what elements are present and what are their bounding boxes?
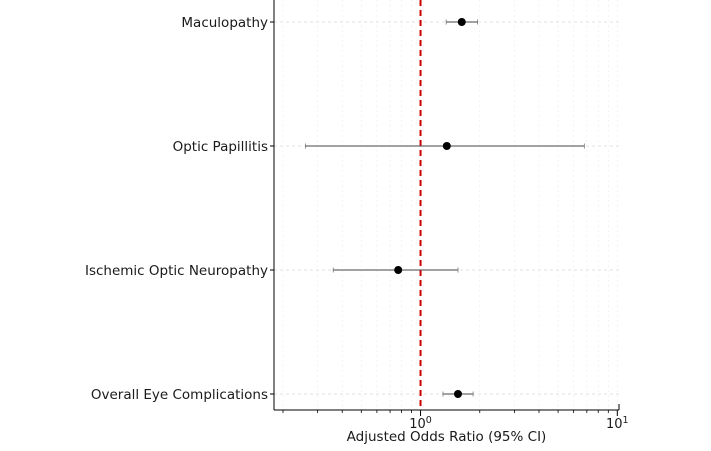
point-estimate [394, 266, 403, 274]
x-tick-label: 101 [606, 415, 629, 432]
point-estimates [394, 18, 466, 398]
y-tick-label: Optic Papillitis [173, 139, 268, 155]
y-tick-label: Overall Eye Complications [91, 387, 268, 403]
point-estimate [442, 142, 451, 150]
axes [273, 0, 620, 411]
grid-lines [274, 0, 619, 410]
x-ticks: 100 101 [282, 410, 629, 432]
point-estimate [453, 390, 462, 398]
y-tick-labels: Maculopathy Optic Papillitis Ischemic Opti… [85, 15, 274, 403]
x-tick-label: 100 [409, 415, 432, 432]
point-estimate [457, 18, 466, 26]
x-axis-label: Adjusted Odds Ratio (95% CI) [347, 429, 547, 445]
ci-lines [305, 19, 585, 397]
y-tick-label: Ischemic Optic Neuropathy [85, 263, 268, 279]
y-tick-label: Maculopathy [181, 15, 268, 31]
